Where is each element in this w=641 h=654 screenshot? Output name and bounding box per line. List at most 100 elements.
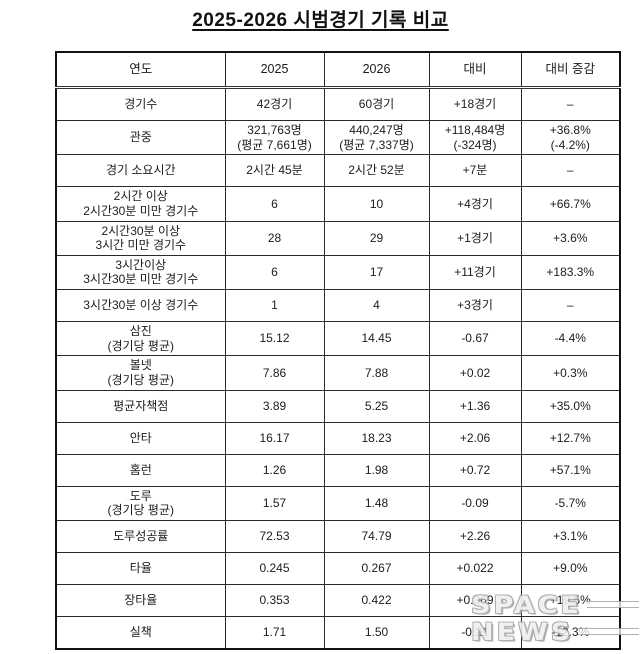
change-value: +3.1% (520, 519, 621, 553)
change-value: +3.6% (520, 220, 621, 256)
row-label: 도루성공률 (55, 519, 226, 553)
diff-value: +18경기 (428, 87, 522, 121)
change-value: +12.7% (520, 421, 621, 455)
row-label: 타율 (55, 551, 226, 585)
table-row: 장타율 0.353 0.422 +0.069 +19.5% (55, 583, 621, 617)
diff-value: +0.069 (428, 583, 522, 617)
table-row: 2시간30분 이상 3시간 미만 경기수 28 29 +1경기 +3.6% (55, 220, 621, 256)
value-2025: 3.89 (224, 389, 325, 423)
row-label: 도루 (경기당 평균) (55, 485, 226, 521)
diff-value: +1.36 (428, 389, 522, 423)
diff-value: +0.02 (428, 355, 522, 391)
row-label: 삼진 (경기당 평균) (55, 320, 226, 357)
table-row: 볼넷 (경기당 평균) 7.86 7.88 +0.02 +0.3% (55, 355, 621, 391)
value-2026: 1.50 (323, 615, 430, 650)
change-value: – (520, 154, 621, 188)
change-value: -5.7% (520, 485, 621, 521)
value-2026: 2시간 52분 (323, 154, 430, 188)
value-2026: 0.267 (323, 551, 430, 585)
value-2026: 7.88 (323, 355, 430, 391)
value-2026: 29 (323, 220, 430, 256)
value-2025: 2시간 45분 (224, 154, 325, 188)
table-row: 3시간이상 3시간30분 미만 경기수 6 17 +11경기 +183.3% (55, 254, 621, 291)
value-2026: 1.98 (323, 453, 430, 487)
change-value: +183.3% (520, 254, 621, 291)
diff-value: +2.06 (428, 421, 522, 455)
value-2025: 72.53 (224, 519, 325, 553)
diff-value: -0.09 (428, 485, 522, 521)
row-label: 홈런 (55, 453, 226, 487)
value-2026: 10 (323, 186, 430, 222)
value-2025: 16.17 (224, 421, 325, 455)
table-body: 경기수 42경기 60경기 +18경기 – 관중 321,763명 (평균 7,661명) 44… (55, 87, 621, 650)
header-change: 대비 증감 (520, 51, 621, 89)
table-row: 안타 16.17 18.23 +2.06 +12.7% (55, 421, 621, 455)
diff-value: -0.67 (428, 320, 522, 357)
value-2025: 7.86 (224, 355, 325, 391)
value-2025: 28 (224, 220, 325, 256)
value-2026: 14.45 (323, 320, 430, 357)
header-year: 연도 (55, 51, 226, 89)
page-title-text: 2025-2026 시범경기 기록 비교 (192, 10, 449, 31)
diff-value: +2.26 (428, 519, 522, 553)
value-2025: 1.57 (224, 485, 325, 521)
row-label: 3시간이상 3시간30분 미만 경기수 (55, 254, 226, 291)
value-2025: 1 (224, 289, 325, 322)
change-value: – (520, 289, 621, 322)
table-row: 도루성공률 72.53 74.79 +2.26 +3.1% (55, 519, 621, 553)
value-2026: 440,247명 (평균 7,337명) (323, 119, 430, 156)
value-2025: 0.245 (224, 551, 325, 585)
value-2026: 4 (323, 289, 430, 322)
diff-value: +7분 (428, 154, 522, 188)
change-value: -12.3% (520, 615, 621, 650)
change-value: – (520, 87, 621, 121)
change-value: +0.3% (520, 355, 621, 391)
row-label: 관중 (55, 119, 226, 156)
table-row: 실책 1.71 1.50 -0.21 -12.3% (55, 615, 621, 650)
row-label: 2시간30분 이상 3시간 미만 경기수 (55, 220, 226, 256)
value-2026: 18.23 (323, 421, 430, 455)
diff-value: +11경기 (428, 254, 522, 291)
table-row: 타율 0.245 0.267 +0.022 +9.0% (55, 551, 621, 585)
change-value: +57.1% (520, 453, 621, 487)
diff-value: +0.72 (428, 453, 522, 487)
table-row: 2시간 이상 2시간30분 미만 경기수 6 10 +4경기 +66.7% (55, 186, 621, 222)
diff-value: +3경기 (428, 289, 522, 322)
row-label: 3시간30분 이상 경기수 (55, 289, 226, 322)
diff-value: +1경기 (428, 220, 522, 256)
diff-value: +118,484명 (-324명) (428, 119, 522, 156)
value-2025: 0.353 (224, 583, 325, 617)
value-2026: 74.79 (323, 519, 430, 553)
value-2025: 6 (224, 254, 325, 291)
change-value: -4.4% (520, 320, 621, 357)
change-value: +9.0% (520, 551, 621, 585)
row-label: 경기수 (55, 87, 226, 121)
table-row: 도루 (경기당 평균) 1.57 1.48 -0.09 -5.7% (55, 485, 621, 521)
table-row: 경기수 42경기 60경기 +18경기 – (55, 87, 621, 121)
table-row: 홈런 1.26 1.98 +0.72 +57.1% (55, 453, 621, 487)
value-2026: 60경기 (323, 87, 430, 121)
comparison-table: 연도 2025 2026 대비 대비 증감 경기수 42경기 60경기 +18경기 – 관… (55, 51, 621, 650)
row-label: 2시간 이상 2시간30분 미만 경기수 (55, 186, 226, 222)
value-2025: 1.71 (224, 615, 325, 650)
value-2026: 5.25 (323, 389, 430, 423)
table-row: 관중 321,763명 (평균 7,661명) 440,247명 (평균 7,337명)… (55, 119, 621, 156)
row-label: 안타 (55, 421, 226, 455)
value-2026: 0.422 (323, 583, 430, 617)
change-value: +36.8% (-4.2%) (520, 119, 621, 156)
header-2025: 2025 (224, 51, 325, 89)
page-title: 2025-2026 시범경기 기록 비교 (0, 5, 641, 32)
change-value: +66.7% (520, 186, 621, 222)
table-row: 3시간30분 이상 경기수 1 4 +3경기 – (55, 289, 621, 322)
value-2025: 1.26 (224, 453, 325, 487)
row-label: 볼넷 (경기당 평균) (55, 355, 226, 391)
diff-value: +4경기 (428, 186, 522, 222)
diff-value: +0.022 (428, 551, 522, 585)
value-2025: 6 (224, 186, 325, 222)
row-label: 평균자책점 (55, 389, 226, 423)
table-row: 삼진 (경기당 평균) 15.12 14.45 -0.67 -4.4% (55, 320, 621, 357)
table-row: 평균자책점 3.89 5.25 +1.36 +35.0% (55, 389, 621, 423)
change-value: +35.0% (520, 389, 621, 423)
header-2026: 2026 (323, 51, 430, 89)
